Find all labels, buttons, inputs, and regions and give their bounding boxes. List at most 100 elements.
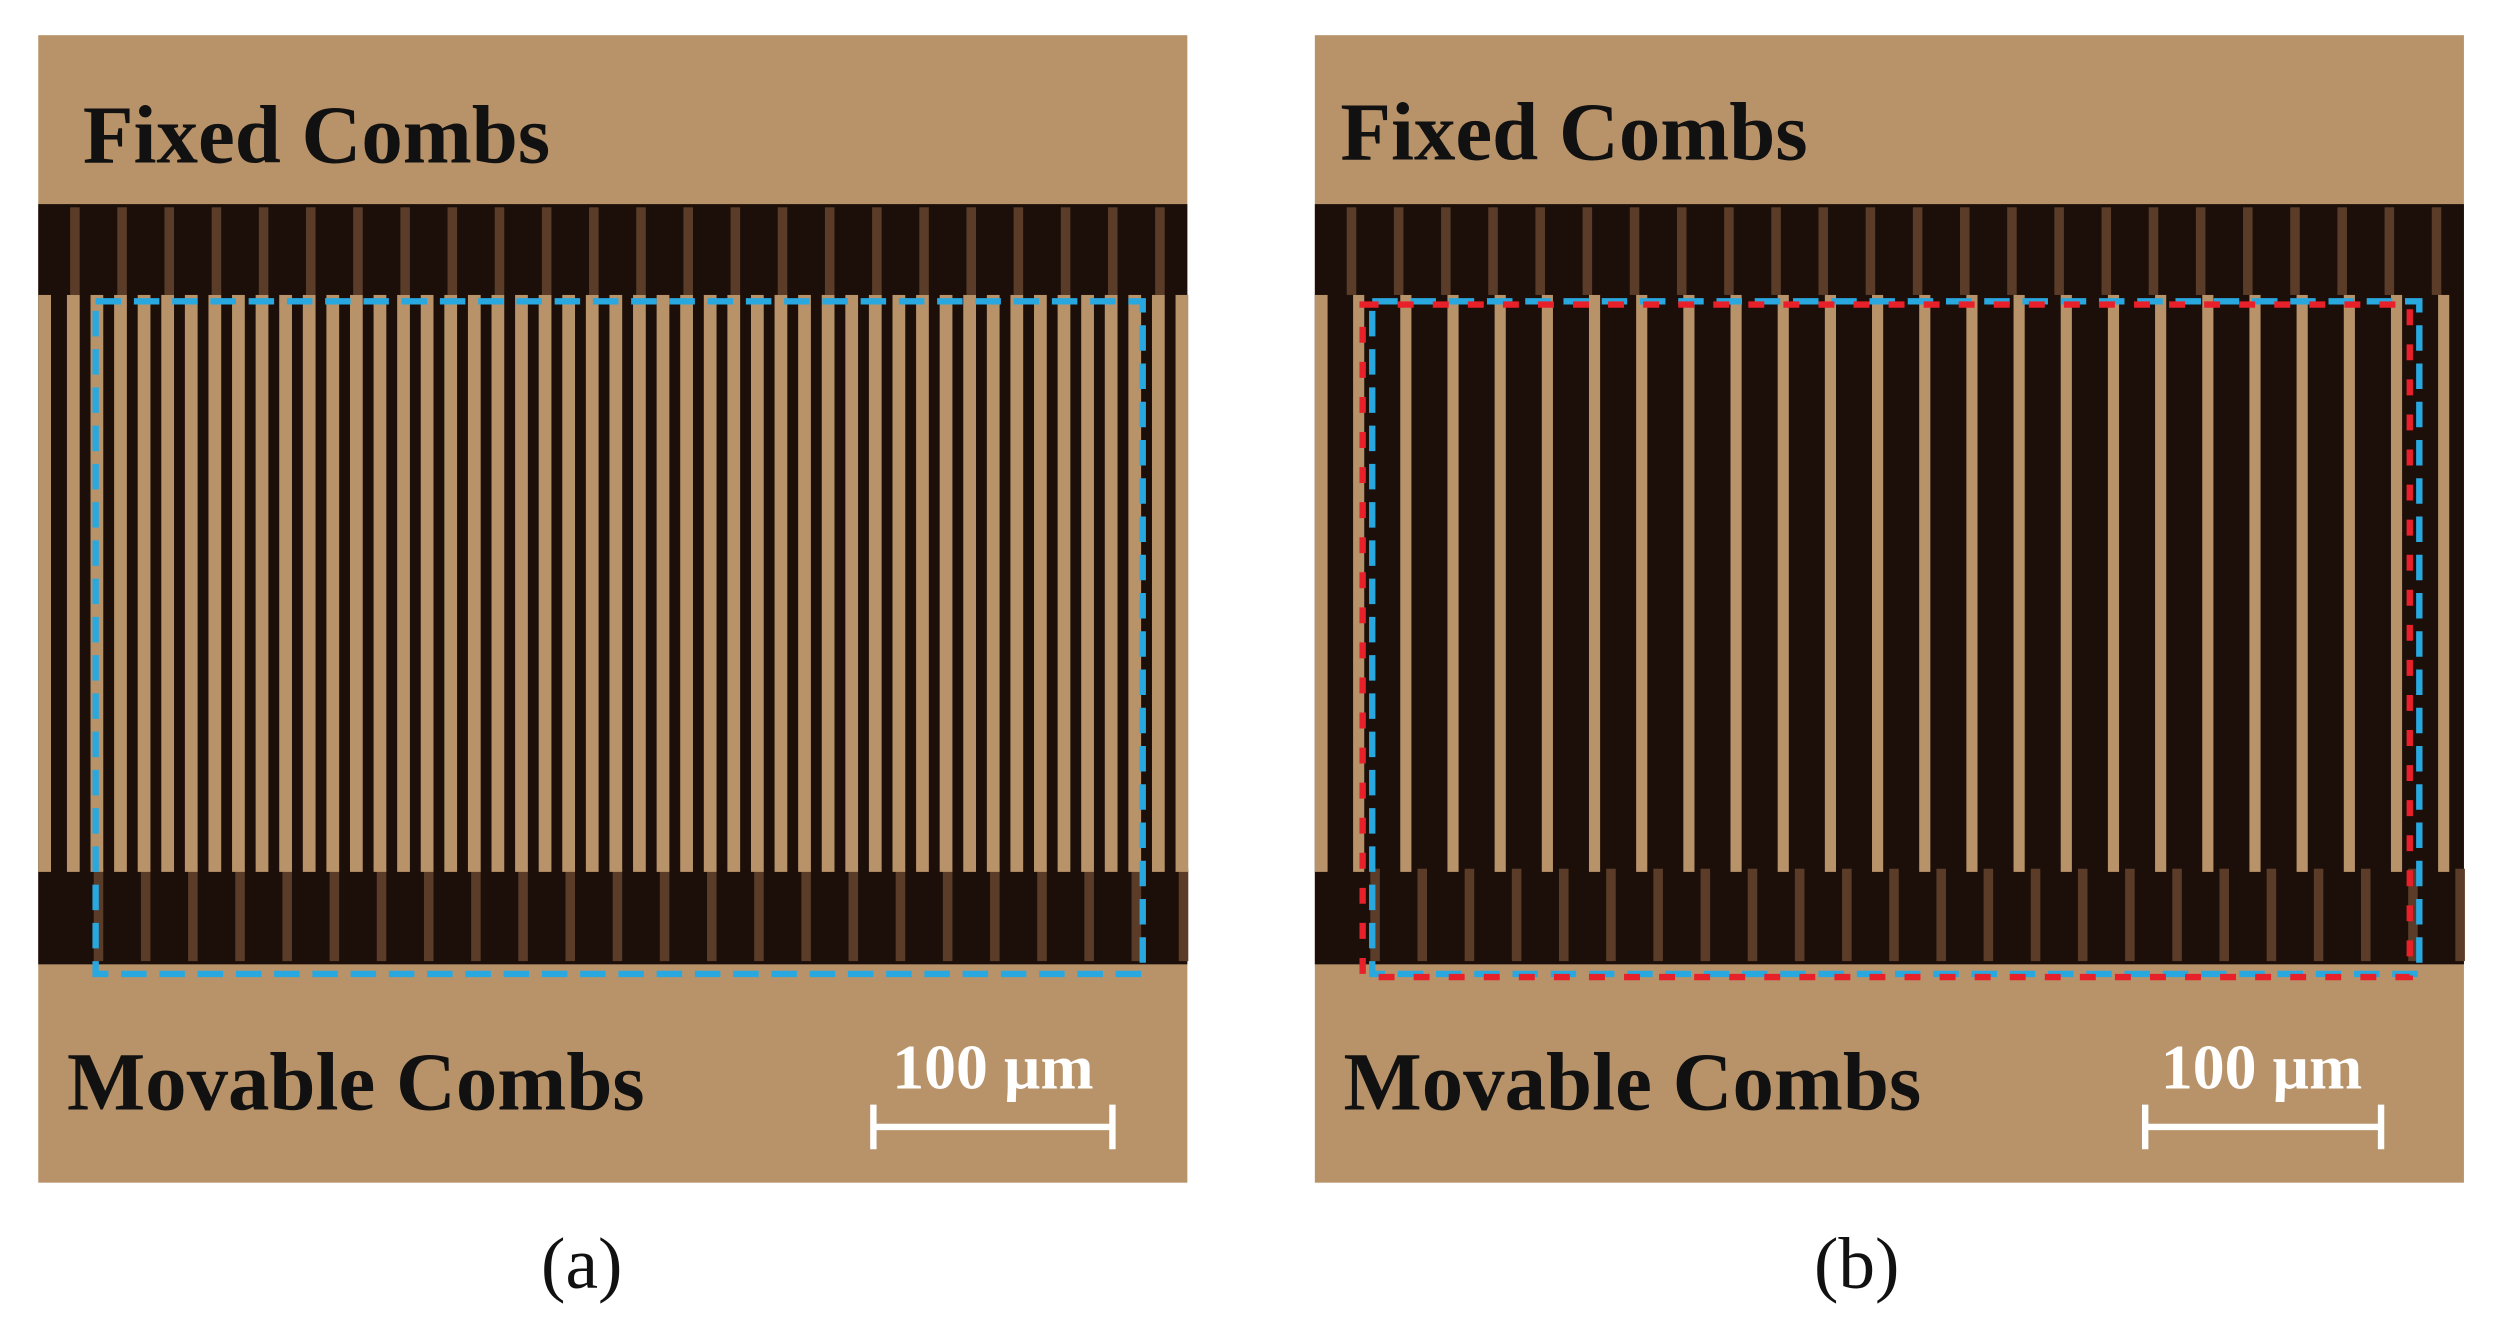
tooth-gap	[1653, 868, 1663, 962]
tooth-gap	[612, 868, 623, 962]
finger-gap	[255, 294, 269, 872]
tooth-gap	[447, 207, 458, 295]
finger-gap	[1824, 294, 1836, 872]
finger-gap	[326, 294, 340, 872]
comb-base	[1314, 204, 2464, 965]
tooth-gap	[872, 207, 882, 295]
finger-gap	[2296, 294, 2308, 872]
finger-gap	[939, 294, 953, 872]
tooth-gap	[1131, 868, 1142, 962]
tooth-gap	[895, 868, 906, 962]
finger-gap	[1919, 294, 1931, 872]
finger-gap	[184, 294, 198, 872]
tooth-gap	[1959, 207, 1970, 295]
finger-gap	[750, 294, 764, 872]
top-label: Fixed Combs	[1340, 85, 1807, 177]
finger-gap	[821, 294, 835, 872]
finger-gap	[1872, 294, 1884, 872]
finger-gap	[1128, 294, 1142, 872]
tooth-gap	[1794, 868, 1805, 962]
finger-gap	[1777, 294, 1789, 872]
finger-gap	[1034, 294, 1047, 872]
tooth-gap	[1488, 207, 1498, 295]
tooth-gap	[1582, 207, 1593, 295]
finger-gap	[868, 294, 882, 872]
panel-a: Fixed Combs Movable Combs 100 µm (a)	[38, 35, 1189, 1304]
tooth-gap	[1889, 868, 1899, 962]
tooth-gap	[282, 868, 292, 962]
finger-gap	[1104, 294, 1118, 872]
tooth-gap	[1865, 207, 1876, 295]
finger-gap	[656, 294, 670, 872]
tooth-gap	[235, 868, 245, 962]
tooth-gap	[1559, 868, 1569, 962]
tooth-gap	[2455, 868, 2465, 962]
finger-gap	[1057, 294, 1071, 872]
finger-gap	[2438, 294, 2450, 872]
blue-box	[92, 298, 1146, 978]
tooth-gap	[589, 207, 599, 295]
tooth-gap	[1084, 868, 1094, 962]
tooth-gap	[329, 868, 340, 962]
tooth-gap	[1535, 207, 1545, 295]
finger-gap	[66, 294, 80, 872]
tooth-gap	[541, 207, 552, 295]
bottom-label: Movable Combs	[67, 1035, 645, 1127]
tooth-gap	[942, 868, 953, 962]
tooth-gap	[2195, 207, 2206, 295]
tooth-gap	[306, 207, 316, 295]
finger-gap	[1010, 294, 1024, 872]
edge	[38, 294, 51, 872]
tooth-gap	[659, 868, 670, 962]
finger-gap	[562, 294, 576, 872]
red-box	[1359, 301, 2413, 981]
finger-gap	[349, 294, 363, 872]
finger-gap	[208, 294, 222, 872]
finger-gap	[373, 294, 387, 872]
tooth-gap	[754, 868, 764, 962]
finger-gap	[1588, 294, 1601, 872]
tooth-gap	[1700, 868, 1711, 962]
finger-gap	[2155, 294, 2167, 872]
finger-gap	[680, 294, 693, 872]
finger-gap	[1081, 294, 1094, 872]
finger-gap	[986, 294, 1000, 872]
tooth-gap	[1983, 868, 1994, 962]
tooth-gap	[1818, 207, 1829, 295]
tooth-gap	[636, 207, 646, 295]
tooth-gap	[2101, 207, 2112, 295]
micrograph	[38, 35, 1189, 1183]
scale-bar-label: 100 µm	[892, 1032, 1093, 1103]
tooth-gap	[518, 868, 528, 962]
tooth-gap	[2172, 868, 2182, 962]
tooth-gap	[1629, 207, 1640, 295]
tooth-gap	[1936, 868, 1946, 962]
tooth-gap	[1370, 868, 1380, 962]
tooth-gap	[1107, 207, 1118, 295]
tooth-gap	[1393, 207, 1404, 295]
finger-gap	[1151, 294, 1165, 872]
finger-gap	[703, 294, 717, 872]
tooth-gap	[1842, 868, 1852, 962]
tooth-gap	[211, 207, 222, 295]
tooth-gap	[423, 868, 434, 962]
tooth-gap	[93, 868, 104, 962]
tooth-gap	[1013, 207, 1024, 295]
tooth-gap	[2384, 207, 2395, 295]
tooth-gap	[117, 207, 127, 295]
finger-gap	[2013, 294, 2025, 872]
tooth-gap	[376, 868, 387, 962]
tooth-gap	[2007, 207, 2017, 295]
tooth-gap	[1060, 207, 1071, 295]
tooth-gap	[919, 207, 929, 295]
finger-gap	[2107, 294, 2120, 872]
tooth-gap	[848, 868, 859, 962]
finger-gap	[491, 294, 505, 872]
finger-gap	[2343, 294, 2355, 872]
tooth-gap	[140, 868, 151, 962]
panel-b: Fixed Combs Movable Combs 100 µm (b)	[1314, 35, 2465, 1304]
finger-gap	[137, 294, 151, 872]
micrograph	[1314, 35, 2465, 1183]
tooth-gap	[1724, 207, 1734, 295]
tooth-gap	[2030, 868, 2041, 962]
